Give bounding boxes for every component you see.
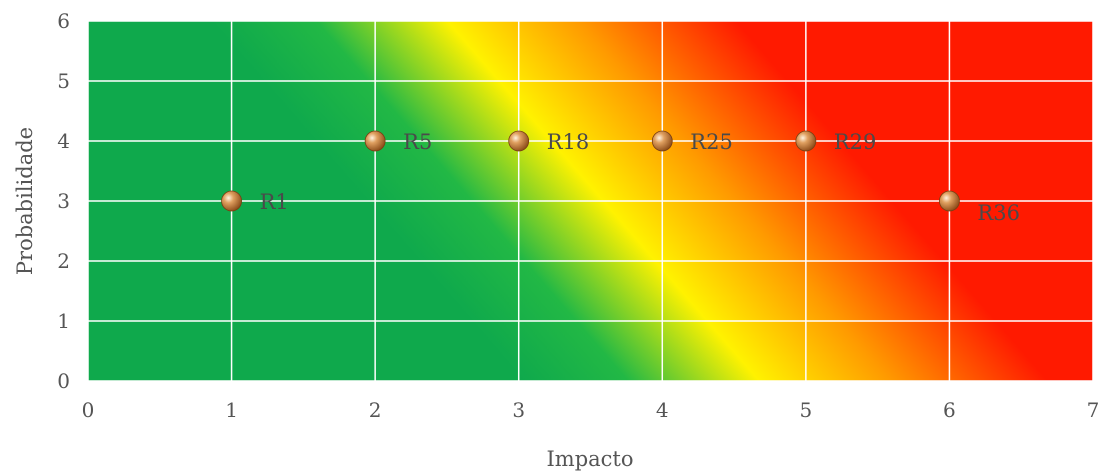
x-tick-label: 1 [225,398,238,422]
data-point-r36 [939,190,960,212]
point-label-r25: R25 [690,130,733,154]
data-point-r5 [364,130,386,152]
data-point-r18 [508,130,530,152]
x-tick-label: 4 [656,398,669,422]
data-points: R1 R5 R18 R25 R29 R36 [221,130,1020,225]
y-tick-label: 5 [57,69,70,93]
x-tick-label: 5 [799,398,812,422]
y-axis-ticks: 0 1 2 3 4 5 6 [57,9,70,393]
data-point-r25 [651,130,673,152]
y-tick-label: 6 [57,9,70,33]
y-tick-label: 3 [57,189,70,213]
x-tick-label: 3 [512,398,525,422]
y-tick-label: 1 [57,309,70,333]
point-label-r36: R36 [977,201,1020,225]
grid-lines [87,20,1094,382]
y-tick-label: 0 [57,369,70,393]
point-label-r18: R18 [547,130,590,154]
point-label-r5: R5 [403,130,432,154]
y-axis-title: Probabilidade [13,127,37,275]
x-tick-label: 6 [943,398,956,422]
data-point-r29 [795,130,817,152]
y-tick-label: 2 [57,249,70,273]
data-point-r1 [221,190,242,212]
x-tick-label: 2 [369,398,382,422]
x-axis-title: Impacto [546,447,633,471]
point-label-r1: R1 [260,190,289,214]
x-tick-label: 0 [82,398,95,422]
y-tick-label: 4 [57,129,70,153]
x-tick-label: 7 [1087,398,1100,422]
point-label-r29: R29 [834,130,877,154]
x-axis-ticks: 0 1 2 3 4 5 6 7 [82,398,1100,422]
